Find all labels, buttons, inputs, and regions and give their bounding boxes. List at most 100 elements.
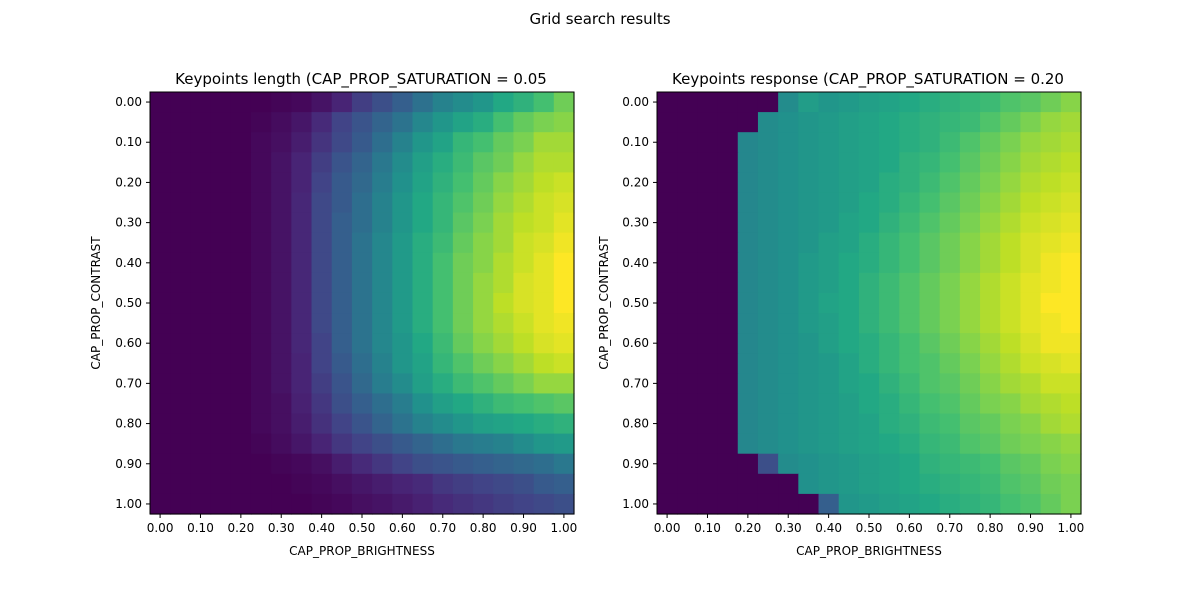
- right-heatmap-cell: [959, 232, 981, 254]
- left-heatmap-cell: [473, 473, 494, 495]
- right-heatmap-cell: [980, 393, 1001, 415]
- right-heatmap-cell: [818, 112, 840, 133]
- left-heatmap-cell: [250, 333, 272, 354]
- left-heatmap-cell: [311, 453, 333, 475]
- left-y-tick-label: 0.50: [115, 296, 142, 310]
- left-heatmap-cell: [473, 232, 494, 254]
- left-heatmap-cell: [291, 232, 313, 254]
- left-heatmap-cell: [372, 393, 393, 415]
- right-heatmap-cell: [798, 112, 820, 133]
- left-heatmap-cell: [553, 413, 575, 435]
- right-heatmap-cell: [1040, 292, 1062, 314]
- left-heatmap-cell: [351, 292, 373, 314]
- left-heatmap-cell: [432, 112, 454, 133]
- left-heatmap-cell: [412, 232, 434, 254]
- left-heatmap-cell: [230, 92, 252, 113]
- right-heatmap-cell: [838, 493, 860, 515]
- right-heatmap-cell: [737, 373, 759, 395]
- left-heatmap-cell: [452, 413, 474, 435]
- left-heatmap-cell: [230, 393, 252, 415]
- right-y-tick-label: 0.60: [622, 336, 649, 350]
- right-heatmap-cell: [697, 192, 719, 214]
- right-heatmap-cell: [737, 333, 759, 354]
- left-heatmap-cell: [170, 232, 191, 254]
- right-heatmap-cell: [697, 313, 719, 334]
- right-heatmap-cell: [939, 413, 961, 435]
- right-heatmap-cell: [737, 172, 759, 194]
- right-heatmap-cell: [677, 453, 698, 475]
- right-heatmap-cell: [1020, 272, 1042, 294]
- right-heatmap-cell: [737, 212, 759, 234]
- left-heatmap-cell: [452, 112, 474, 133]
- right-heatmap-cell: [1060, 252, 1082, 274]
- left-heatmap-cell: [513, 92, 535, 113]
- left-heatmap-cell: [291, 473, 313, 495]
- right-heatmap-cell: [1020, 353, 1042, 374]
- left-heatmap-cell: [311, 493, 333, 515]
- right-heatmap-cell: [677, 393, 698, 415]
- right-heatmap-cell: [838, 453, 860, 475]
- right-heatmap-cell: [798, 453, 820, 475]
- left-heatmap-cell: [473, 353, 494, 374]
- right-heatmap-cell: [980, 433, 1001, 455]
- left-heatmap-cell: [291, 112, 313, 133]
- right-heatmap-cell: [798, 292, 820, 314]
- left-heatmap-cell: [533, 292, 555, 314]
- right-heatmap-cell: [717, 353, 739, 374]
- left-heatmap-cell: [351, 353, 373, 374]
- left-heatmap-cell: [392, 292, 414, 314]
- left-heatmap-cell: [372, 272, 393, 294]
- right-heatmap-cell: [959, 413, 981, 435]
- left-heatmap-cell: [331, 232, 353, 254]
- left-heatmap-cell: [452, 172, 474, 194]
- right-heatmap-cell: [1020, 453, 1042, 475]
- right-heatmap-cell: [919, 272, 941, 294]
- left-heatmap-cell: [250, 292, 272, 314]
- right-heatmap-cell: [757, 493, 779, 515]
- left-heatmap-cell: [392, 373, 414, 395]
- left-heatmap-cell: [351, 132, 373, 153]
- left-heatmap-cell: [271, 493, 292, 515]
- left-heatmap-cell: [392, 333, 414, 354]
- right-heatmap-cell: [798, 132, 820, 153]
- right-heatmap-cell: [677, 313, 698, 334]
- right-heatmap-cell: [737, 112, 759, 133]
- right-heatmap-cell: [657, 132, 678, 153]
- left-chart-title: Keypoints length (CAP_PROP_SATURATION = …: [175, 70, 547, 89]
- right-heatmap-cell: [677, 333, 698, 354]
- left-heatmap-cell: [230, 192, 252, 214]
- right-heatmap-cell: [919, 413, 941, 435]
- left-heatmap-cell: [452, 393, 474, 415]
- right-heatmap-cell: [939, 192, 961, 214]
- left-heatmap-cell: [553, 453, 575, 475]
- right-heatmap-cell: [778, 232, 799, 254]
- right-heatmap-cell: [757, 272, 779, 294]
- right-heatmap-cell: [778, 172, 799, 194]
- left-heatmap-cell: [150, 172, 171, 194]
- right-heatmap-cell: [717, 292, 739, 314]
- left-heatmap-cell: [473, 212, 494, 234]
- left-heatmap-cell: [311, 132, 333, 153]
- right-heatmap-cell: [1000, 272, 1022, 294]
- right-heatmap-cell: [818, 272, 840, 294]
- left-heatmap-cell: [473, 373, 494, 395]
- left-heatmap-cell: [170, 313, 191, 334]
- left-y-tick-label: 0.10: [115, 135, 142, 149]
- right-heatmap-cell: [798, 353, 820, 374]
- left-heatmap-cell: [372, 132, 393, 153]
- left-heatmap-cell: [533, 232, 555, 254]
- right-heatmap-cell: [697, 433, 719, 455]
- left-heatmap-cell: [150, 493, 171, 515]
- left-heatmap-cell: [210, 453, 232, 475]
- left-heatmap-cell: [372, 292, 393, 314]
- left-heatmap-cell: [452, 473, 474, 495]
- left-heatmap-cell: [291, 192, 313, 214]
- right-heatmap-cell: [798, 393, 820, 415]
- right-heatmap-cell: [858, 493, 880, 515]
- right-heatmap-cell: [1020, 192, 1042, 214]
- right-heatmap-cell: [717, 132, 739, 153]
- right-heatmap-cell: [717, 333, 739, 354]
- right-heatmap-cell: [697, 393, 719, 415]
- right-heatmap-cell: [919, 353, 941, 374]
- right-heatmap-cell: [657, 232, 678, 254]
